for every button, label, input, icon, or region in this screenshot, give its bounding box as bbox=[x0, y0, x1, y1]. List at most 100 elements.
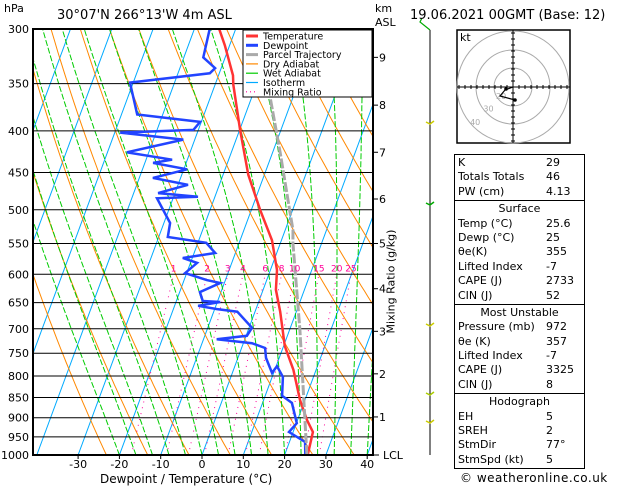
pressure-tick-label: 600 bbox=[8, 268, 29, 281]
mixing-ratio-label: 6 bbox=[262, 264, 268, 274]
stat-row: CIN (J) 8 bbox=[458, 378, 584, 392]
stat-row: SREH 2 bbox=[458, 424, 584, 438]
isotherm-line bbox=[33, 29, 154, 356]
legend-item: Dry Adiabat bbox=[263, 59, 320, 70]
km-tick-label: 6 bbox=[379, 193, 386, 206]
location-title: 30°07'N 266°13'W 4m ASL bbox=[57, 8, 232, 23]
stat-value: 25.6 bbox=[546, 216, 571, 230]
stat-label: EH bbox=[458, 409, 474, 423]
pressure-tick-label: 350 bbox=[8, 78, 29, 91]
stat-label: CIN (J) bbox=[458, 377, 493, 391]
km-label: km bbox=[375, 2, 393, 15]
x-tick-label: 20 bbox=[278, 458, 292, 471]
mixing-ratio-line bbox=[227, 274, 266, 455]
wet-adiabat-line bbox=[33, 218, 120, 455]
datetime-title: 19.06.2021 00GMT (Base: 12) bbox=[410, 8, 606, 23]
wind-barb-icon bbox=[425, 322, 435, 327]
km-tick-label: 3 bbox=[379, 325, 386, 338]
hodograph-section: Hodograph EH 5 SREH 2 StmDir 77° StmSpd (kt… bbox=[455, 393, 584, 468]
stat-row: CAPE (J) 3325 bbox=[458, 363, 584, 377]
stat-label: Dewp (°C) bbox=[458, 230, 515, 244]
stat-label: SREH bbox=[458, 424, 488, 438]
stat-label: CAPE (J) bbox=[458, 363, 503, 377]
stat-label: Lifted Index bbox=[458, 259, 523, 273]
stat-value: 5 bbox=[546, 452, 553, 466]
stat-row: θe (K) 357 bbox=[458, 335, 584, 349]
mixing-ratio-line bbox=[318, 274, 352, 455]
stat-value: 46 bbox=[546, 170, 560, 184]
km-tick-label: 4 bbox=[379, 283, 386, 296]
section-title: Surface bbox=[498, 202, 541, 216]
km-tick-label: 7 bbox=[379, 146, 386, 159]
stat-label: Lifted Index bbox=[458, 349, 523, 363]
dewpoint-line bbox=[120, 29, 307, 455]
x-axis-title: Dewpoint / Temperature (°C) bbox=[100, 472, 273, 486]
parcel-trajectory-line bbox=[268, 95, 309, 455]
mixing-ratio-line bbox=[303, 274, 338, 455]
stat-value: 77° bbox=[546, 438, 566, 452]
dry-adiabat-line bbox=[33, 273, 107, 455]
pressure-tick-label: 800 bbox=[8, 370, 29, 383]
stat-value: 5 bbox=[546, 409, 553, 423]
stat-row-k: K 29 bbox=[458, 156, 584, 170]
stat-label: CAPE (J) bbox=[458, 274, 503, 288]
mixing-ratio-label: 3 bbox=[225, 264, 231, 274]
mixing-ratio-label: 1 bbox=[171, 264, 177, 274]
stat-row: StmDir 77° bbox=[458, 438, 584, 452]
legend-item: Temperature bbox=[262, 32, 323, 43]
mixing-ratio-line bbox=[187, 274, 229, 455]
mixing-ratio-line bbox=[204, 274, 244, 455]
stat-value: 8 bbox=[546, 377, 553, 391]
x-tick-label: 40 bbox=[360, 458, 374, 471]
surface-section: Surface Temp (°C) 25.6 Dewp (°C) 25 θe(K) 3… bbox=[455, 200, 584, 304]
km-tick-label: 9 bbox=[379, 51, 386, 64]
stat-label: StmDir bbox=[458, 438, 497, 452]
km-tick-label: 5 bbox=[379, 237, 386, 250]
legend-item: Mixing Ratio bbox=[263, 87, 322, 98]
pressure-tick-label: 700 bbox=[8, 323, 29, 336]
section-title: Most Unstable bbox=[480, 305, 559, 319]
mixing-ratio-line bbox=[166, 274, 208, 455]
mixing-ratio-label: 15 bbox=[313, 264, 324, 274]
stat-label: StmSpd (kt) bbox=[458, 452, 524, 466]
stat-label: CIN (J) bbox=[458, 288, 493, 302]
stat-row: Lifted Index -7 bbox=[458, 349, 584, 363]
pressure-tick-label: 550 bbox=[8, 237, 29, 250]
isotherm-line bbox=[33, 29, 72, 132]
pressure-tick-label: 900 bbox=[8, 412, 29, 425]
stat-row-totals: Totals Totals 46 bbox=[458, 170, 584, 184]
pressure-tick-label: 1000 bbox=[1, 449, 29, 462]
asl-label: ASL bbox=[375, 16, 396, 29]
stat-label: PW (cm) bbox=[458, 184, 505, 198]
mixing-ratio-label: 10 bbox=[289, 264, 301, 274]
mixing-ratio-label: 4 bbox=[240, 264, 246, 274]
lcl-label: LCL bbox=[383, 449, 404, 462]
hodograph-point bbox=[513, 98, 517, 102]
wind-barb-icon bbox=[425, 201, 435, 206]
stat-row: Temp (°C) 25.6 bbox=[458, 217, 584, 231]
stat-value: 25 bbox=[546, 230, 560, 244]
stat-value: 3325 bbox=[546, 363, 574, 377]
mixing-ratio-line bbox=[130, 274, 175, 455]
stat-row: Lifted Index -7 bbox=[458, 260, 584, 274]
pressure-tick-label: 400 bbox=[8, 125, 29, 138]
legend-item: Isotherm bbox=[263, 78, 305, 89]
legend-box bbox=[242, 29, 373, 98]
isotherm-line bbox=[77, 29, 237, 455]
copyright: © weatheronline.co.uk bbox=[460, 471, 608, 485]
mixing-ratio-label: 8 bbox=[279, 264, 285, 274]
stat-label: K bbox=[458, 156, 466, 169]
stat-row: Pressure (mb) 972 bbox=[458, 320, 584, 334]
x-tick-label: 0 bbox=[199, 458, 206, 471]
mixing-ratio-line bbox=[284, 274, 320, 455]
stat-value: -7 bbox=[546, 259, 557, 273]
stat-row: CAPE (J) 2733 bbox=[458, 274, 584, 288]
pressure-tick-label: 500 bbox=[8, 204, 29, 217]
legend-item: Dewpoint bbox=[263, 41, 308, 52]
hodograph-ring-label: 30 bbox=[483, 105, 493, 114]
stat-value: 355 bbox=[546, 245, 567, 259]
legend-item: Parcel Trajectory bbox=[263, 50, 342, 61]
